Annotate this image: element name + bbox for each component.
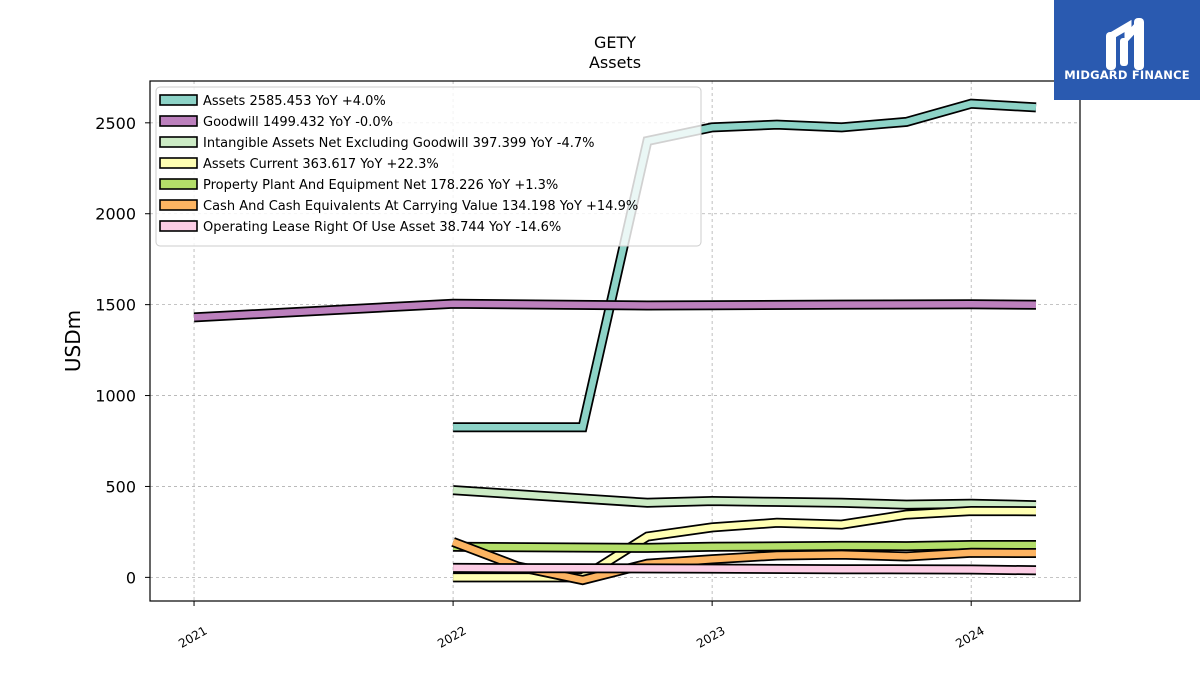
- legend-swatch: [159, 157, 198, 169]
- x-tick-label: 2024: [953, 623, 986, 650]
- series-line: [453, 564, 1037, 574]
- brand-logo: MIDGARD FINANCE: [1054, 0, 1200, 100]
- y-axis-label: USDm: [61, 310, 85, 372]
- series-line: [452, 486, 1037, 509]
- legend-swatch: [159, 199, 198, 211]
- logo-mark-icon: [1106, 18, 1144, 70]
- logo-text: MIDGARD FINANCE: [1064, 68, 1190, 82]
- series-line: [453, 541, 1036, 552]
- y-tick-label: 2500: [95, 114, 136, 133]
- y-tick-label: 1500: [95, 296, 136, 315]
- plot-frame: [149, 80, 1081, 602]
- legend-box: [155, 86, 702, 247]
- y-tick-label: 500: [105, 477, 136, 496]
- chart-title: GETY: [594, 33, 636, 52]
- legend-entry: Intangible Assets Net Excluding Goodwill…: [203, 136, 594, 151]
- x-tick-label: 2022: [435, 623, 468, 650]
- y-tick-label: 1000: [95, 387, 136, 406]
- chart-subtitle: Assets: [589, 53, 641, 72]
- legend-entry: Goodwill 1499.432 YoY -0.0%: [203, 115, 393, 130]
- legend-swatch: [159, 178, 198, 190]
- legend-entry: Property Plant And Equipment Net 178.226…: [203, 178, 558, 193]
- legend-swatch: [159, 115, 198, 127]
- legend-swatch: [159, 136, 198, 148]
- series-line: [453, 100, 1037, 431]
- legend-entry: Assets 2585.453 YoY +4.0%: [203, 94, 386, 109]
- y-tick-label: 2000: [95, 205, 136, 224]
- legend: Assets 2585.453 YoY +4.0% Goodwill 1499.4…: [155, 86, 702, 247]
- x-tick-label: 2023: [694, 623, 727, 650]
- x-tick-label: 2021: [176, 623, 209, 650]
- series-line: [193, 300, 1037, 321]
- y-tick-label: 0: [126, 568, 136, 587]
- series-line: [451, 538, 1037, 584]
- series-layer: [193, 98, 1037, 586]
- legend-entry: Operating Lease Right Of Use Asset 38.74…: [203, 220, 561, 235]
- legend-swatch: [159, 94, 198, 106]
- legend-entry: Assets Current 363.617 YoY +22.3%: [203, 157, 439, 172]
- legend-swatch: [159, 220, 198, 232]
- legend-entry: Cash And Cash Equivalents At Carrying Va…: [203, 199, 638, 214]
